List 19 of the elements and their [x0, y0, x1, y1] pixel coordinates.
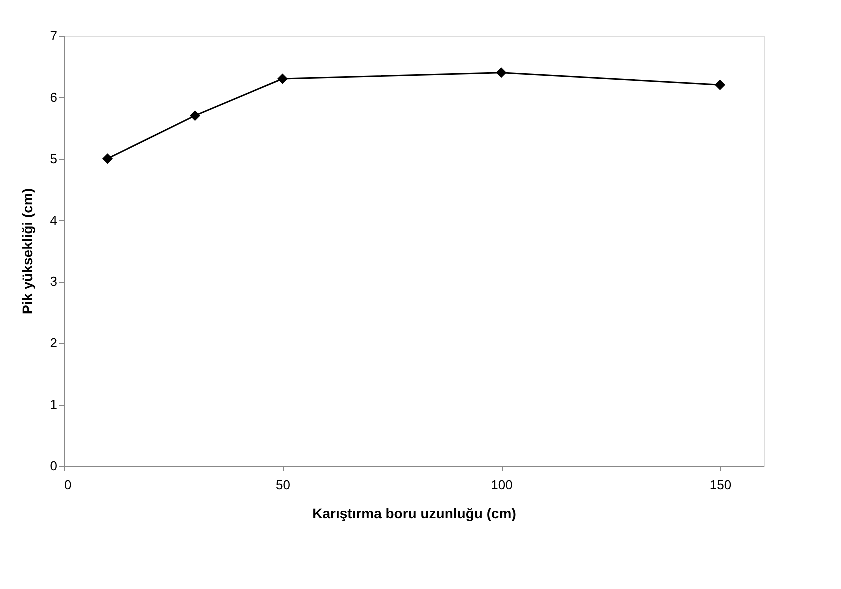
y-tick-label: 6: [50, 90, 58, 105]
point: [715, 80, 726, 90]
point: [496, 68, 507, 78]
y-tick-label: 2: [50, 336, 58, 351]
y-tick-label: 5: [50, 151, 58, 166]
y-axis-title: Pik yüksekliği (cm): [19, 188, 36, 315]
point: [102, 154, 113, 164]
x-tick-label: 50: [276, 478, 290, 492]
x-tick-label: 0: [64, 478, 72, 492]
y-tick-label: 0: [50, 458, 58, 474]
y-tick-label: 1: [50, 397, 58, 412]
point: [278, 74, 288, 84]
x-tick-label: 150: [710, 478, 732, 492]
y-tick-label: 7: [50, 28, 58, 44]
point: [190, 110, 200, 122]
y-tick-label: 3: [50, 274, 58, 290]
x-axis-title: Karıştırma boru uzunluğu (cm): [312, 506, 516, 522]
y-tick-label: 4: [50, 212, 58, 228]
x-tick-label: 100: [491, 478, 513, 492]
